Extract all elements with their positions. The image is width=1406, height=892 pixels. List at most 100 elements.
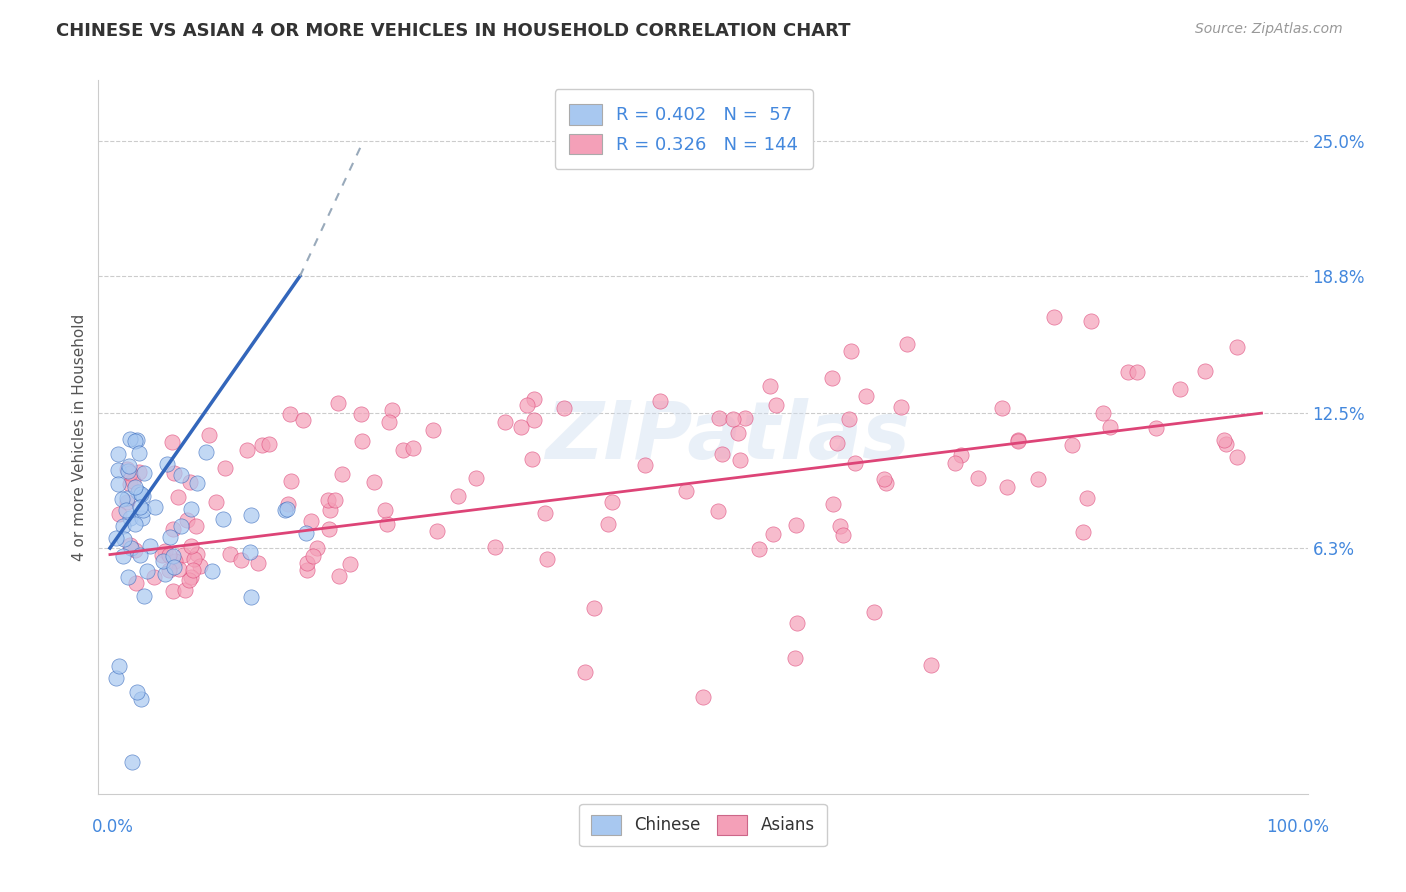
Point xyxy=(328,568,350,582)
Point xyxy=(124,517,146,532)
Text: Source: ZipAtlas.com: Source: ZipAtlas.com xyxy=(1195,22,1343,37)
Point xyxy=(523,413,546,427)
Point xyxy=(378,415,401,429)
Point xyxy=(127,484,149,499)
Point xyxy=(188,559,211,574)
Point xyxy=(276,501,298,516)
Point xyxy=(252,438,274,452)
Point xyxy=(728,452,751,467)
Text: ZIPatlas: ZIPatlas xyxy=(544,398,910,476)
Point xyxy=(602,495,624,509)
Point xyxy=(112,532,135,546)
Point xyxy=(274,502,297,516)
Point xyxy=(520,452,543,467)
Point xyxy=(1080,314,1102,328)
Point xyxy=(170,518,193,533)
Point xyxy=(124,576,146,591)
Point xyxy=(150,548,173,562)
Point xyxy=(186,476,208,491)
Point xyxy=(120,510,142,524)
Point xyxy=(319,503,342,517)
Point xyxy=(112,519,135,533)
Point xyxy=(247,557,270,571)
Point xyxy=(1043,310,1066,325)
Point xyxy=(135,564,157,578)
Point xyxy=(710,446,733,460)
Point xyxy=(1116,365,1139,379)
Point xyxy=(180,539,202,553)
Point xyxy=(648,393,671,408)
Point xyxy=(863,605,886,619)
Point xyxy=(339,557,361,571)
Point xyxy=(132,503,155,517)
Point xyxy=(117,464,139,478)
Point xyxy=(115,503,138,517)
Point xyxy=(231,552,253,566)
Point xyxy=(707,410,730,425)
Point xyxy=(825,435,848,450)
Point xyxy=(1144,421,1167,435)
Point xyxy=(943,456,966,470)
Point xyxy=(115,491,138,505)
Point xyxy=(316,493,339,508)
Y-axis label: 4 or more Vehicles in Household: 4 or more Vehicles in Household xyxy=(72,313,87,561)
Point xyxy=(280,474,302,488)
Point xyxy=(143,500,166,515)
Point xyxy=(1076,491,1098,505)
Point xyxy=(214,461,236,475)
Point xyxy=(401,441,423,455)
Point xyxy=(162,549,184,563)
Point xyxy=(205,495,228,509)
Point xyxy=(165,554,187,568)
Point xyxy=(553,401,575,415)
Point xyxy=(120,541,142,556)
Point xyxy=(381,403,404,417)
Point xyxy=(198,428,221,442)
Point xyxy=(821,371,844,385)
Point xyxy=(134,590,156,604)
Point xyxy=(167,562,190,576)
Point xyxy=(129,548,152,562)
Point xyxy=(785,517,807,532)
Point xyxy=(295,556,318,570)
Point xyxy=(180,570,202,584)
Point xyxy=(163,559,186,574)
Point xyxy=(107,463,129,477)
Point xyxy=(1026,472,1049,486)
Point xyxy=(277,498,299,512)
Point xyxy=(121,756,143,770)
Point xyxy=(183,563,205,577)
Point xyxy=(574,665,596,679)
Point xyxy=(117,570,139,584)
Point xyxy=(157,563,180,577)
Point xyxy=(115,495,138,509)
Point xyxy=(211,512,233,526)
Point xyxy=(139,539,162,553)
Point xyxy=(166,490,188,504)
Point xyxy=(326,395,349,409)
Point xyxy=(183,552,205,566)
Point xyxy=(838,411,860,425)
Point xyxy=(675,484,697,499)
Point xyxy=(765,398,787,412)
Point xyxy=(375,516,398,531)
Point xyxy=(124,434,146,449)
Point xyxy=(785,651,807,665)
Point xyxy=(163,466,186,480)
Point xyxy=(422,424,444,438)
Point xyxy=(307,541,329,556)
Point xyxy=(967,471,990,485)
Point xyxy=(107,476,129,491)
Text: 0.0%: 0.0% xyxy=(91,818,134,836)
Point xyxy=(484,541,506,555)
Point xyxy=(108,659,131,673)
Point xyxy=(302,549,325,564)
Point xyxy=(920,658,942,673)
Point xyxy=(839,343,862,358)
Point xyxy=(156,457,179,471)
Point xyxy=(239,508,262,523)
Point xyxy=(844,456,866,470)
Point xyxy=(128,446,150,460)
Point xyxy=(120,538,142,552)
Point xyxy=(1071,524,1094,539)
